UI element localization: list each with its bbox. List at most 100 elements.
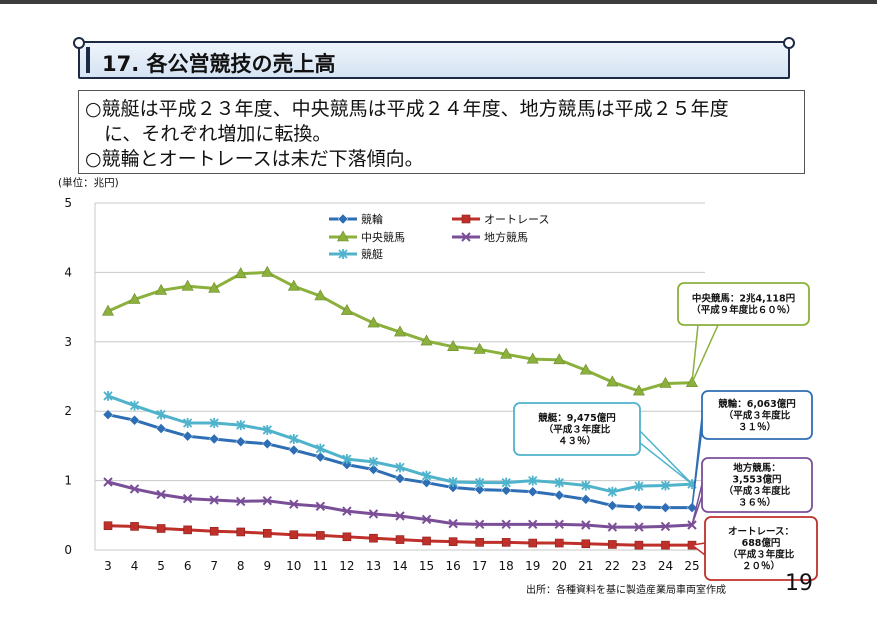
data-point xyxy=(421,514,432,525)
callout-line: ４３％） xyxy=(558,435,596,447)
callout-line: （平成３年度比 xyxy=(724,485,791,497)
x-tick-label: 7 xyxy=(210,559,218,573)
callout-box xyxy=(701,390,813,440)
data-point xyxy=(395,511,405,521)
callout-line: ３１％） xyxy=(738,421,776,433)
callout-line: 688億円 xyxy=(742,537,781,549)
data-point xyxy=(421,477,432,489)
data-point xyxy=(659,376,672,388)
series-地方競馬 xyxy=(103,477,697,532)
data-point xyxy=(315,501,326,511)
page-title: 17. 各公営競技の売上高 xyxy=(102,52,336,76)
data-point xyxy=(183,525,192,535)
x-tick-label: 12 xyxy=(339,559,354,573)
data-point xyxy=(606,375,619,387)
x-tick-label: 9 xyxy=(263,559,271,573)
x-tick-label: 20 xyxy=(552,559,567,573)
legend-label: 競輪 xyxy=(361,212,383,226)
data-point xyxy=(608,540,617,549)
y-tick-label: 1 xyxy=(64,474,72,488)
data-point xyxy=(660,480,671,491)
data-point xyxy=(182,493,193,504)
legend-entry: 競艇 xyxy=(329,247,383,261)
data-point xyxy=(581,539,591,549)
data-point xyxy=(369,533,378,543)
legend-entry: 競輪 xyxy=(329,212,383,226)
callout-line: （平成９年度比６０％） xyxy=(691,304,796,316)
data-point xyxy=(368,509,379,519)
data-point xyxy=(342,454,352,465)
series-競輪 xyxy=(102,409,698,514)
data-point xyxy=(554,538,564,548)
legend-label: 地方競馬 xyxy=(484,230,528,244)
data-point xyxy=(421,470,432,481)
data-point xyxy=(209,495,219,505)
y-tick-label: 2 xyxy=(64,404,72,418)
callout-line: 3,553億円 xyxy=(732,474,781,486)
data-point xyxy=(553,353,566,365)
data-point xyxy=(686,502,698,514)
title-banner: 17. 各公営競技の売上高 xyxy=(73,37,795,79)
data-point xyxy=(262,496,272,506)
data-point xyxy=(581,520,591,530)
data-point xyxy=(607,500,618,511)
data-point xyxy=(156,409,166,420)
data-point xyxy=(448,476,458,487)
callout-line: （平成３年度比 xyxy=(728,549,795,561)
data-point xyxy=(394,473,406,484)
scroll-curl-left-icon xyxy=(73,37,85,49)
y-tick-label: 0 xyxy=(64,543,72,557)
data-point xyxy=(420,334,433,346)
data-point xyxy=(660,521,671,532)
x-tick-label: 8 xyxy=(237,559,245,573)
data-point xyxy=(128,292,141,304)
data-point xyxy=(634,481,644,492)
legend-entry: 地方競馬 xyxy=(452,230,528,244)
data-point xyxy=(236,527,246,537)
callout-競輪: 競輪：6,063億円 （平成３年度比 ３１％） xyxy=(691,390,813,508)
data-point xyxy=(336,230,350,242)
legend-entry: オートレース xyxy=(452,213,549,226)
data-point xyxy=(581,480,591,491)
data-point xyxy=(182,430,193,442)
data-point xyxy=(262,529,272,538)
callout-line: 中央競馬：2兆4,118円 xyxy=(692,293,795,305)
data-point xyxy=(209,417,219,428)
data-point xyxy=(130,522,139,531)
data-point xyxy=(461,232,471,242)
x-tick-label: 4 xyxy=(131,559,139,573)
data-point xyxy=(208,433,220,445)
data-point xyxy=(181,279,194,291)
data-point xyxy=(634,540,644,550)
data-point xyxy=(236,496,246,507)
data-point xyxy=(103,521,113,531)
x-tick-label: 10 xyxy=(286,559,301,573)
y-tick-label: 5 xyxy=(64,196,72,210)
data-point xyxy=(337,213,349,225)
data-point xyxy=(342,506,352,516)
data-point xyxy=(289,530,299,540)
data-point xyxy=(314,289,327,301)
data-point xyxy=(368,464,379,475)
data-point xyxy=(422,536,431,546)
data-point xyxy=(208,281,221,293)
data-point xyxy=(315,443,326,454)
data-point xyxy=(526,352,539,364)
data-point xyxy=(553,489,565,501)
x-tick-label: 24 xyxy=(658,559,673,573)
x-tick-label: 14 xyxy=(392,559,407,573)
data-point xyxy=(261,265,274,277)
x-tick-label: 22 xyxy=(605,559,620,573)
x-tick-label: 6 xyxy=(184,559,192,573)
callout-line: ３６％） xyxy=(738,497,776,509)
data-point xyxy=(660,502,671,514)
x-tick-label: 11 xyxy=(313,559,328,573)
data-point xyxy=(473,342,486,354)
summary-line-1: ○競艇は平成２３年度、中央競馬は平成２４年度、地方競馬は平成２５年度 xyxy=(85,98,729,120)
callout-line: 競輪：6,063億円 xyxy=(718,398,796,410)
data-point xyxy=(395,535,405,544)
callout-line: （平成３年度比 xyxy=(544,423,611,435)
title-accent-bar xyxy=(86,47,90,73)
